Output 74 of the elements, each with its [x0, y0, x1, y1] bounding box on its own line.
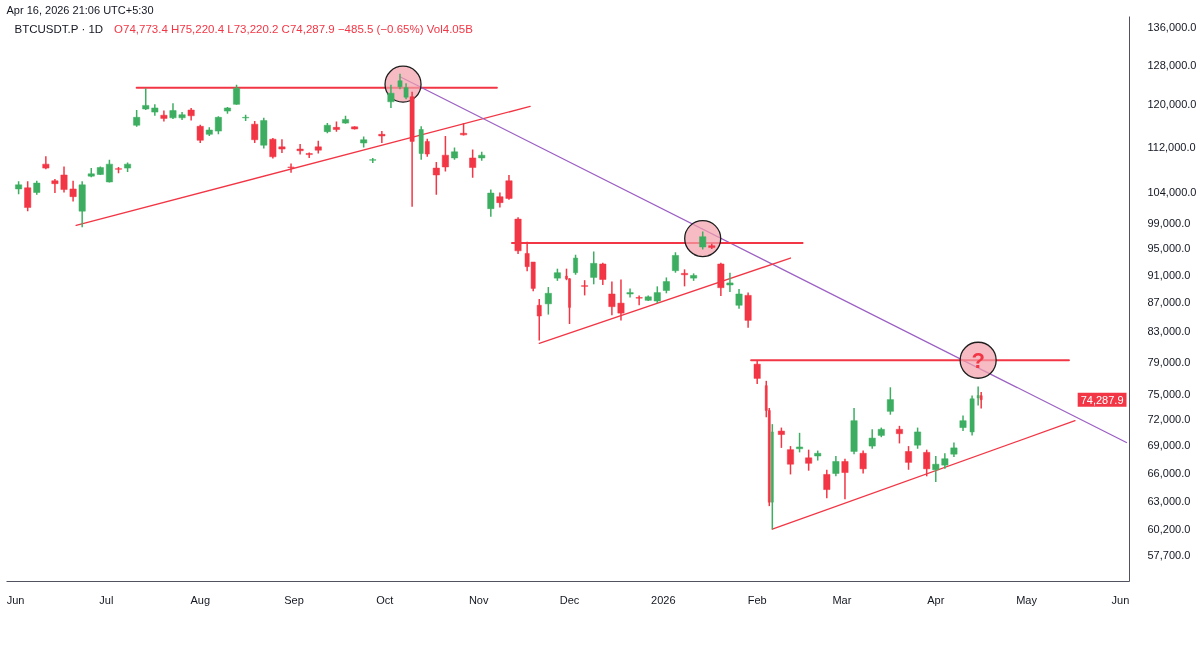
candlestick: [536, 298, 542, 342]
candlestick: [832, 455, 840, 478]
y-tick-label: 104,000.0: [1147, 186, 1197, 199]
candlestick: [424, 137, 430, 158]
candlestick: [914, 426, 922, 450]
x-tick-label: Jun: [6, 593, 25, 606]
y-tick-label: 79,000.0: [1147, 355, 1191, 368]
candlestick: [214, 115, 222, 136]
x-tick-label: Dec: [559, 593, 580, 606]
y-tick-label: 112,000.0: [1147, 140, 1196, 153]
candlestick: [105, 158, 113, 184]
candlestick: [590, 250, 598, 286]
candlestick: [24, 180, 32, 212]
x-tick-label: Mar: [832, 593, 852, 606]
x-tick-label: Apr: [927, 593, 945, 606]
candlestick: [796, 432, 803, 454]
candlestick: [886, 386, 894, 416]
candlestick: [305, 151, 313, 159]
candlestick: [905, 445, 912, 471]
x-tick-label: Jul: [99, 593, 114, 606]
y-tick-label: 120,000.0: [1147, 98, 1197, 111]
text: O74,773.4 H75,220.4 L73,220.2 C74,287.9 −485.5 (−0.65%) Vol4.05B: [114, 22, 474, 35]
candlestick: [717, 261, 725, 297]
y-tick-label: 75,000.0: [1147, 387, 1191, 400]
candlestick: [672, 251, 679, 274]
text: BTCUSDT.P · 1D: [14, 22, 104, 35]
annotation: ?: [971, 347, 985, 373]
y-tick-label: 99,000.0: [1147, 216, 1191, 229]
y-tick-label: 83,000.0: [1147, 325, 1191, 338]
y-tick-label: 72,000.0: [1147, 412, 1191, 425]
candlestick: [378, 130, 386, 144]
y-tick-label: 69,000.0: [1147, 439, 1191, 452]
candlestick: [233, 83, 240, 106]
candlestick: [469, 148, 477, 179]
y-tick-label: 95,000.0: [1147, 242, 1191, 255]
x-tick-label: Oct: [376, 593, 394, 606]
x-tick-label: Nov: [468, 593, 489, 606]
y-tick-label: 136,000.0: [1147, 21, 1197, 34]
candlestick: [387, 83, 395, 109]
candlestick: [544, 286, 552, 316]
candlestick: [859, 449, 867, 475]
candlestick: [487, 188, 495, 218]
candlestick: [196, 123, 204, 144]
candlestick: [868, 428, 876, 450]
candlestick: [923, 448, 931, 478]
x-tick-label: 2026: [651, 593, 676, 606]
candlestick: [418, 125, 424, 161]
x-tick-label: Feb: [747, 593, 767, 606]
candlestick: [726, 271, 734, 293]
x-tick-label: May: [1016, 593, 1038, 606]
y-tick-label: 63,000.0: [1147, 495, 1191, 508]
x-tick-label: Aug: [190, 593, 211, 606]
y-tick-label: 87,000.0: [1147, 296, 1191, 309]
candlestick: [787, 445, 794, 476]
candlestick: [777, 426, 785, 449]
text: Apr 16, 2026 21:06 UTC+5:30: [6, 3, 154, 16]
candlestick: [287, 162, 295, 174]
candlestick: [296, 143, 304, 156]
y-tick-label: 91,000.0: [1147, 268, 1191, 281]
candlestick: [841, 457, 849, 501]
candlestick: [805, 448, 813, 472]
y-tick-label: 57,700.0: [1147, 549, 1191, 562]
candlestick: [251, 120, 259, 144]
candlestick: [432, 161, 440, 196]
annotation: 74,287.9: [1080, 393, 1124, 406]
x-tick-label: Sep: [284, 593, 304, 606]
candlestick: [823, 469, 831, 500]
x-tick-label: Jun: [1111, 593, 1130, 606]
y-tick-label: 128,000.0: [1147, 58, 1197, 71]
candlestick: [441, 135, 449, 173]
y-tick-label: 66,000.0: [1147, 466, 1191, 479]
y-tick-label: 60,200.0: [1147, 523, 1191, 536]
candlestick: [635, 294, 643, 307]
candlestick: [735, 288, 743, 310]
